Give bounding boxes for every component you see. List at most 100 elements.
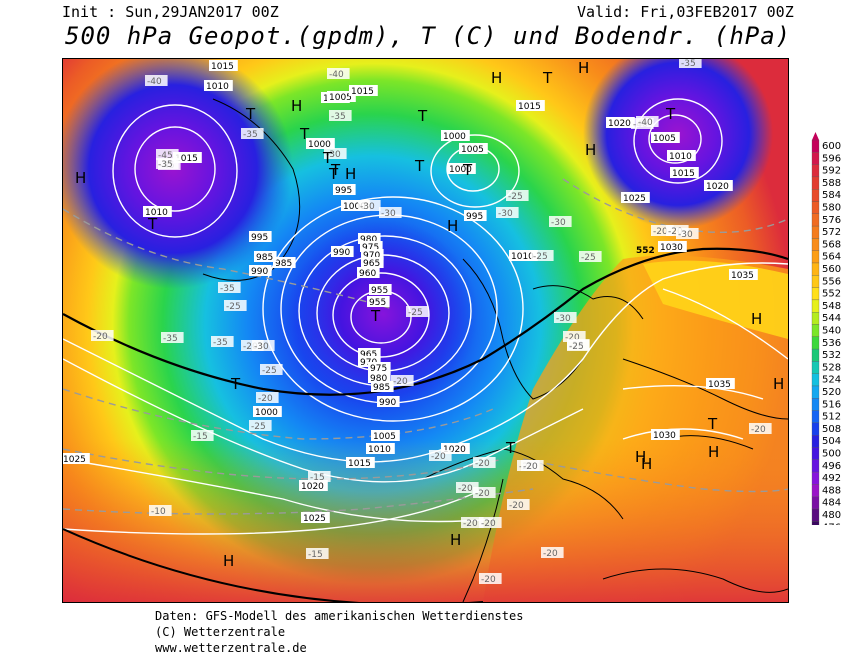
temperature-label-bg [679,59,702,68]
pressure-label: 985 [373,383,390,393]
pressure-label: 1020 [706,182,729,192]
coastlines [202,98,788,602]
temperature-label-bg [676,228,699,239]
legend-swatch [811,225,820,239]
pressure-labels: 1015101010051000995990985980975970965960… [63,60,758,524]
temperature-label-bg [145,75,168,86]
isobars [63,98,788,535]
legend-label: 480 [822,510,841,521]
legend-swatch [811,164,820,178]
legend-swatch [811,496,820,510]
legend-swatch [811,385,820,399]
height-contour-south [63,528,483,602]
legend-swatch [811,287,820,301]
legend-swatch [811,336,820,350]
temperature-label: -20 [751,425,766,435]
temperature-label: -30 [556,314,571,324]
legend-swatch [811,213,820,227]
temperature-label-bg [324,148,347,159]
legend-label: 492 [822,473,841,484]
pressure-label: 985 [256,253,273,263]
low-center: T [299,125,310,143]
pressure-label-bg [143,206,172,217]
map-canvas: 1015101010051000995990985980975970965960… [63,59,788,602]
temperature-label-bg [541,547,564,558]
legend-label: 560 [822,264,841,275]
pressure-label: 995 [335,186,352,196]
legend-label: 544 [822,313,841,324]
temperature-label: -25 [581,253,596,263]
low-center: T [505,439,516,457]
pressure-label: 1030 [653,431,676,441]
pressure-label: 975 [370,364,387,374]
valid-time: Valid: Fri,03FEB2017 00Z [577,3,794,21]
legend-label: 500 [822,449,841,460]
pressure-label-bg [327,91,356,102]
temperature-label-bg [358,200,381,211]
legend-swatch [811,189,820,202]
legend-label: 592 [822,166,841,177]
legend-label: 488 [822,485,841,496]
temperature-label-bg [473,487,496,498]
temperature-label: -20 [458,484,473,494]
pressure-label-bg [621,192,650,203]
pressure-label: 955 [371,286,388,296]
temperature-label-bg [306,548,329,559]
pressure-label: 1005 [653,134,676,144]
pressure-label-bg [706,378,735,389]
temperature-label: -20 [93,332,108,342]
legend-label: 524 [822,375,841,386]
legend-label: 572 [822,227,841,238]
temperature-label-bg [161,332,184,343]
pressure-label: 1015 [518,102,541,112]
legend-label: 504 [822,436,841,447]
pressure-label: 1015 [672,169,695,179]
legend-label: 532 [822,350,841,361]
pressure-label: 990 [333,248,350,258]
legend-label: 528 [822,362,841,373]
temperature-label-bg [91,330,114,341]
temperature-label-bg [406,306,429,317]
pressure-label-bg [63,453,90,464]
pressure-label-bg [301,512,330,523]
high-center: H [578,59,589,77]
pressure-label-bg [651,132,680,143]
temperature-label-bg [531,250,554,261]
temperature-label-bg [156,158,179,169]
legend-swatch [811,521,820,525]
height-contour [63,247,788,396]
pressure-label-bg [254,251,277,262]
temperature-label: -20 [653,227,668,237]
low-center: T [230,375,241,393]
pressure-label-bg [704,180,733,191]
pressure-label-bg [357,267,380,278]
pressure-label: 975 [362,243,379,253]
temperature-label: -35 [243,130,258,140]
pressure-label: 965 [363,259,380,269]
temperature-label-bg [563,331,586,342]
pressure-label-bg [341,200,370,211]
pressure-label-bg [606,117,635,128]
temperature-label-bg [156,149,179,160]
temperature-label-bg [507,499,530,510]
legend-swatch [811,471,820,485]
temperature-label-bg [579,251,602,262]
pressure-label: 1035 [731,271,754,281]
pressure-label-bg [464,210,487,221]
legend-swatch [811,361,820,374]
pressure-label: 980 [370,374,387,384]
temperature-label-bg [651,225,674,236]
pressure-label-bg [173,152,202,163]
legend-swatch [811,410,820,424]
temperature-label-bg [479,517,502,528]
legend-arrow-top [812,132,819,140]
temperature-label: -35 [163,334,178,344]
temperature-label: -15 [193,432,208,442]
high-center: H [751,310,762,328]
pressure-label-bg [366,443,395,454]
pressure-label-bg [358,356,381,367]
temperature-label: -35 [331,112,346,122]
temperature-label: -20 [243,342,258,352]
temperature-label-bg [496,207,519,218]
